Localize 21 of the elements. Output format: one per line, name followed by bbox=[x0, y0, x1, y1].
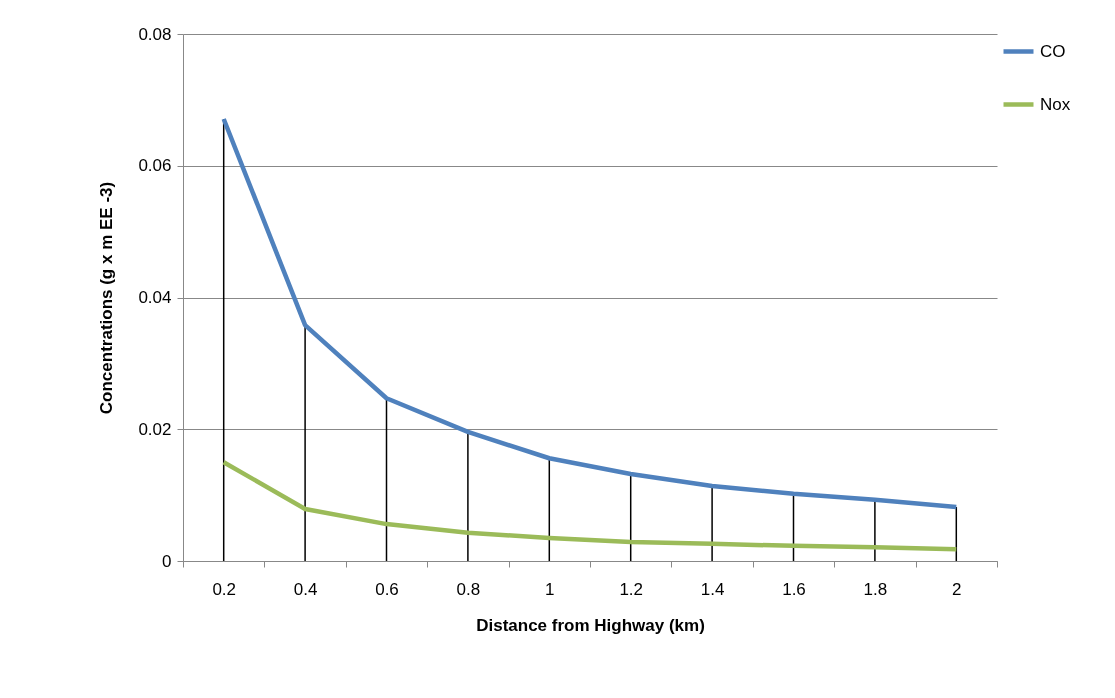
x-axis-title: Distance from Highway (km) bbox=[476, 615, 705, 635]
x-tick-label: 1.4 bbox=[700, 579, 725, 599]
legend-label: Nox bbox=[1040, 94, 1071, 114]
x-tick-label: 0.4 bbox=[293, 579, 318, 599]
x-tick-label: 0.8 bbox=[456, 579, 481, 599]
y-tick-label: 0.02 bbox=[138, 419, 172, 439]
x-tick-label: 2 bbox=[952, 579, 962, 599]
y-tick-label: 0.08 bbox=[138, 24, 172, 44]
x-tick-label: 1.2 bbox=[619, 579, 644, 599]
x-tick-label: 1.6 bbox=[782, 579, 806, 599]
y-tick-label: 0 bbox=[162, 551, 172, 571]
legend-label: CO bbox=[1040, 41, 1066, 61]
y-tick-label: 0.04 bbox=[138, 288, 172, 307]
x-tick-label: 0.6 bbox=[375, 579, 399, 599]
line-series bbox=[221, 459, 959, 552]
x-tick-label: 1 bbox=[545, 579, 555, 599]
y-axis-title: Concentrations (g x m EE -3) bbox=[97, 181, 117, 415]
x-tick-label: 1.8 bbox=[863, 579, 888, 599]
line-series bbox=[221, 116, 959, 510]
x-tick-label: 0.2 bbox=[212, 579, 237, 599]
y-tick-label: 0.06 bbox=[138, 156, 172, 176]
